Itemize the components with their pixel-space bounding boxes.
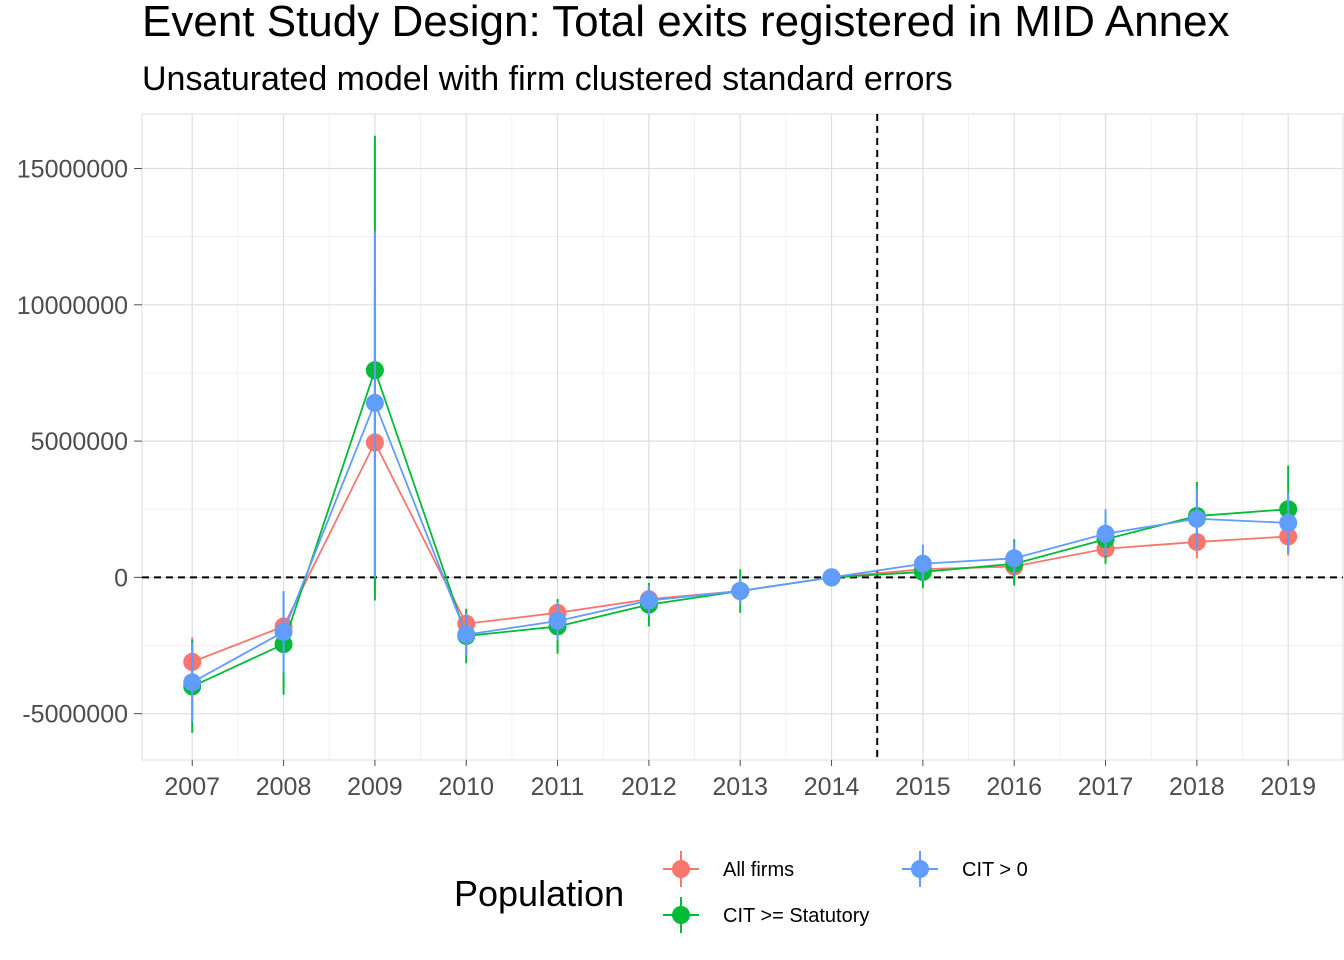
data-point (731, 582, 750, 601)
data-point (274, 622, 293, 641)
y-tick-label: 0 (114, 564, 128, 592)
legend-label: CIT >= Statutory (723, 905, 869, 927)
data-point (1279, 513, 1298, 532)
data-point (183, 673, 202, 692)
data-point (365, 393, 384, 412)
plot-grid (141, 113, 1344, 761)
series-layer (183, 135, 1298, 733)
legend-key-point (672, 860, 690, 878)
x-tick-label: 2008 (256, 773, 312, 801)
data-point (457, 625, 476, 644)
x-tick-label: 2019 (1260, 773, 1316, 801)
legend-item-2: CIT > 0 (902, 851, 1028, 887)
x-tick-label: 2009 (347, 773, 403, 801)
reference-lines (142, 114, 1343, 760)
y-tick-label: 5000000 (31, 428, 128, 456)
data-point (1096, 524, 1115, 543)
x-tick-label: 2010 (438, 773, 494, 801)
legend-key-point (911, 860, 929, 878)
legend-item-1: CIT >= Statutory (663, 897, 869, 933)
series-2 (183, 231, 1298, 722)
chart-title: Event Study Design: Total exits register… (142, 0, 1230, 46)
plot-panel-border (141, 113, 1344, 761)
chart-subtitle: Unsaturated model with firm clustered st… (142, 60, 953, 98)
data-point (548, 611, 567, 630)
legend-key-point (672, 906, 690, 924)
x-tick-label: 2007 (164, 773, 220, 801)
data-point (1005, 549, 1024, 568)
data-point (822, 568, 841, 587)
y-tick-label: 15000000 (17, 156, 128, 184)
x-tick-label: 2016 (986, 773, 1042, 801)
x-tick-label: 2017 (1078, 773, 1134, 801)
y-tick-label: -5000000 (22, 701, 128, 729)
legend-label: All firms (723, 859, 794, 881)
x-tick-label: 2015 (895, 773, 951, 801)
x-tick-label: 2014 (804, 773, 860, 801)
legend: Population All firms CIT >= Statutory CIT … (454, 851, 1028, 933)
data-point (913, 554, 932, 573)
x-tick-label: 2012 (621, 773, 677, 801)
legend-label: CIT > 0 (962, 859, 1028, 881)
legend-item-0: All firms (663, 851, 794, 887)
x-tick-label: 2013 (712, 773, 768, 801)
x-tick-label: 2011 (531, 773, 585, 801)
y-tick-label: 10000000 (17, 292, 128, 320)
axis-labels: -5000000 0 5000000 10000000 15000000 2007 2008… (17, 156, 1316, 801)
data-point (1187, 509, 1206, 528)
legend-title: Population (454, 873, 624, 914)
data-point (639, 591, 658, 610)
x-tick-label: 2018 (1169, 773, 1225, 801)
